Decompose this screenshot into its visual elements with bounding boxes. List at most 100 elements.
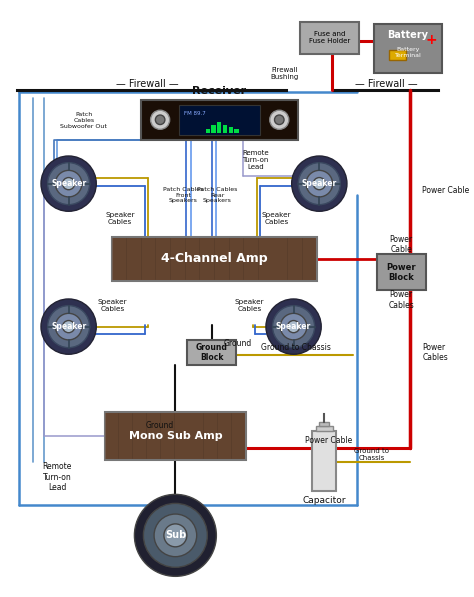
Text: Fuse and
Fuse Holder: Fuse and Fuse Holder: [309, 31, 350, 44]
Circle shape: [274, 115, 284, 125]
Text: Power
Cables: Power Cables: [422, 343, 448, 362]
Circle shape: [63, 177, 75, 190]
Text: Power
Cables: Power Cables: [388, 290, 414, 310]
Circle shape: [273, 306, 315, 347]
Text: 4-Channel Amp: 4-Channel Amp: [161, 253, 268, 266]
Text: Receiver: Receiver: [192, 86, 246, 96]
Text: Ground: Ground: [224, 339, 252, 348]
Text: Patch Cables
Front
Speakers: Patch Cables Front Speakers: [163, 187, 203, 204]
Text: FM 89.7: FM 89.7: [184, 110, 206, 116]
FancyBboxPatch shape: [175, 413, 189, 459]
FancyBboxPatch shape: [303, 238, 317, 280]
Circle shape: [266, 299, 321, 354]
Circle shape: [270, 110, 289, 130]
Circle shape: [41, 156, 96, 211]
Circle shape: [47, 162, 90, 205]
Text: Speaker
Cables: Speaker Cables: [105, 213, 135, 226]
FancyBboxPatch shape: [319, 422, 329, 426]
FancyBboxPatch shape: [156, 238, 170, 280]
Text: Power
Cable: Power Cable: [390, 235, 413, 254]
FancyBboxPatch shape: [127, 238, 141, 280]
Bar: [217, 122, 221, 133]
Text: Power
Block: Power Block: [386, 263, 416, 282]
FancyBboxPatch shape: [389, 50, 406, 60]
FancyBboxPatch shape: [186, 238, 200, 280]
Circle shape: [47, 306, 90, 347]
FancyBboxPatch shape: [374, 23, 442, 73]
Text: Speaker: Speaker: [301, 179, 337, 188]
Text: Ground to
Chassis: Ground to Chassis: [354, 448, 389, 461]
FancyBboxPatch shape: [201, 238, 214, 280]
FancyBboxPatch shape: [147, 413, 160, 459]
Text: Patch
Cables
Subwoofer Out: Patch Cables Subwoofer Out: [61, 112, 107, 129]
Text: Ground to Chassis: Ground to Chassis: [261, 343, 330, 352]
Circle shape: [164, 524, 187, 547]
FancyBboxPatch shape: [179, 104, 260, 135]
Text: Speaker
Cables: Speaker Cables: [98, 299, 128, 312]
Circle shape: [55, 313, 82, 340]
FancyBboxPatch shape: [232, 413, 245, 459]
FancyBboxPatch shape: [142, 238, 155, 280]
Circle shape: [313, 177, 325, 190]
FancyBboxPatch shape: [112, 237, 318, 281]
FancyBboxPatch shape: [105, 413, 118, 459]
FancyBboxPatch shape: [105, 413, 246, 460]
FancyBboxPatch shape: [273, 238, 287, 280]
FancyBboxPatch shape: [288, 238, 302, 280]
Text: Mono Sub Amp: Mono Sub Amp: [128, 431, 222, 441]
Bar: [206, 130, 210, 133]
Circle shape: [292, 156, 347, 211]
FancyBboxPatch shape: [229, 238, 243, 280]
Text: Firewall
Bushing: Firewall Bushing: [271, 67, 299, 79]
Text: Speaker
Cables: Speaker Cables: [235, 299, 264, 312]
Text: Ground: Ground: [146, 421, 174, 430]
FancyBboxPatch shape: [190, 413, 203, 459]
Text: Speaker: Speaker: [51, 322, 86, 331]
Text: — Firewall —: — Firewall —: [355, 79, 417, 88]
Text: Sub: Sub: [165, 530, 186, 540]
FancyBboxPatch shape: [112, 238, 126, 280]
Text: Battery
Terminal: Battery Terminal: [394, 47, 421, 57]
Circle shape: [151, 110, 170, 130]
Text: Power Cable: Power Cable: [422, 186, 470, 195]
FancyBboxPatch shape: [244, 238, 258, 280]
Circle shape: [155, 115, 165, 125]
Text: Ground
Block: Ground Block: [196, 343, 228, 362]
Circle shape: [154, 514, 197, 556]
Text: Power Cable: Power Cable: [305, 436, 353, 445]
Text: Speaker
Cables: Speaker Cables: [262, 213, 291, 226]
Circle shape: [298, 162, 340, 205]
Bar: [234, 130, 238, 133]
Bar: [211, 125, 216, 133]
FancyBboxPatch shape: [161, 413, 174, 459]
Circle shape: [55, 170, 82, 197]
Text: Battery: Battery: [387, 30, 428, 40]
Circle shape: [288, 321, 300, 333]
Circle shape: [63, 321, 75, 333]
FancyBboxPatch shape: [119, 413, 132, 459]
FancyBboxPatch shape: [312, 432, 337, 491]
Text: Speaker: Speaker: [51, 179, 86, 188]
FancyBboxPatch shape: [187, 340, 237, 365]
Circle shape: [306, 170, 333, 197]
FancyBboxPatch shape: [316, 426, 333, 432]
Text: Capacitor: Capacitor: [302, 496, 346, 504]
Bar: [228, 127, 233, 133]
FancyBboxPatch shape: [215, 238, 228, 280]
Text: Remote
Turn-on
Lead: Remote Turn-on Lead: [43, 462, 72, 492]
Circle shape: [144, 503, 207, 567]
FancyBboxPatch shape: [141, 100, 298, 140]
Text: Remote
Turn-on
Lead: Remote Turn-on Lead: [242, 150, 269, 170]
Text: Speaker: Speaker: [276, 322, 311, 331]
Text: Patch Cables
Rear
Speakers: Patch Cables Rear Speakers: [197, 187, 237, 204]
FancyBboxPatch shape: [171, 238, 185, 280]
Circle shape: [280, 313, 307, 340]
FancyBboxPatch shape: [218, 413, 231, 459]
FancyBboxPatch shape: [259, 238, 273, 280]
Text: — Firewall —: — Firewall —: [117, 79, 179, 88]
FancyBboxPatch shape: [133, 413, 146, 459]
FancyBboxPatch shape: [376, 254, 426, 290]
FancyBboxPatch shape: [300, 21, 359, 54]
Circle shape: [135, 494, 216, 576]
Text: +: +: [425, 33, 437, 48]
